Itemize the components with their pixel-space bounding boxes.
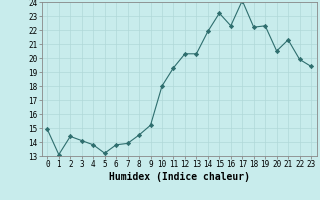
X-axis label: Humidex (Indice chaleur): Humidex (Indice chaleur) xyxy=(109,172,250,182)
